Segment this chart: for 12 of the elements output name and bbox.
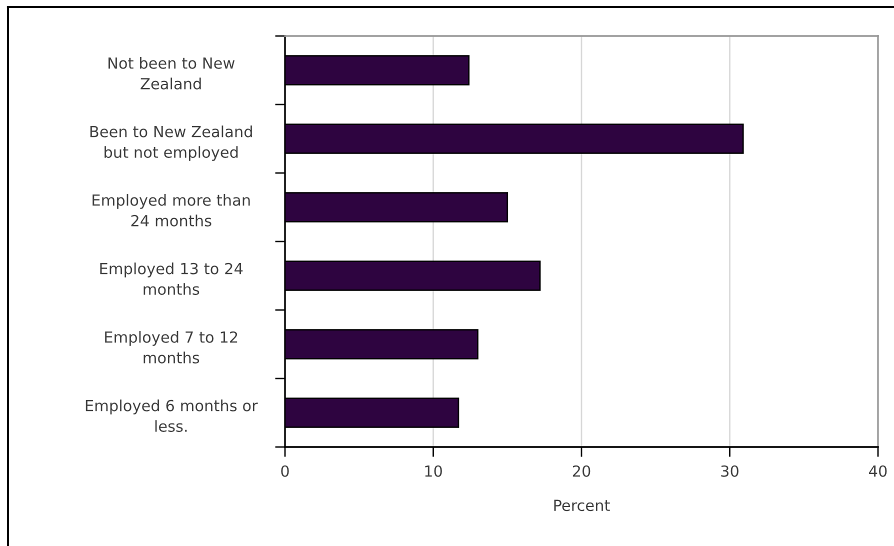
x-axis-title: Percent bbox=[554, 500, 610, 512]
y-tick-label: Employed 13 to 24 months bbox=[100, 262, 243, 295]
x-tick-label: 0 bbox=[281, 465, 289, 477]
y-tick-label: Employed more than 24 months bbox=[92, 194, 250, 226]
y-tick-label: Been to New Zealand but not employed bbox=[90, 126, 252, 161]
y-tick-label: Employed 7 to 12 months bbox=[105, 331, 238, 364]
x-tick-label: 30 bbox=[721, 465, 738, 477]
y-tick-label: Not been to New Zealand bbox=[108, 57, 235, 90]
x-tick-label: 20 bbox=[572, 465, 590, 477]
x-tick-label: 40 bbox=[869, 465, 887, 477]
x-tick-label: 10 bbox=[425, 465, 442, 477]
y-tick-label: Employed 6 months or less. bbox=[86, 400, 258, 432]
